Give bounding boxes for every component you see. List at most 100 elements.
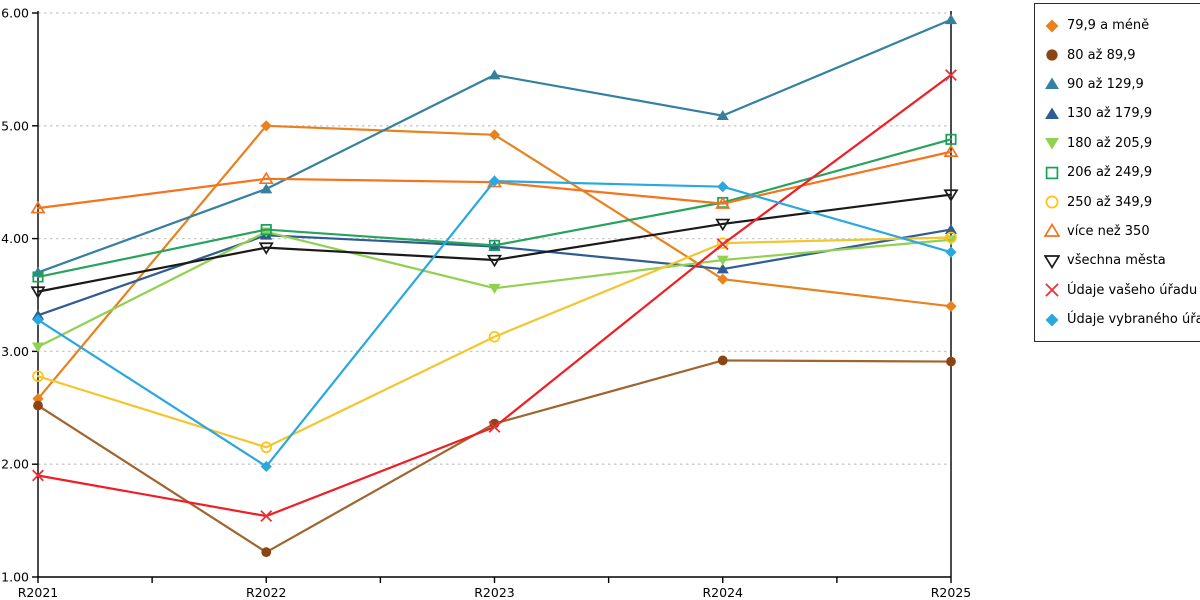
legend-item: 79,9 a méně [1044,11,1200,40]
series-line [36,138,953,279]
diamond-marker-icon [32,314,44,326]
series-3 [31,14,958,277]
circle-marker-icon [1045,195,1059,209]
series-10 [32,69,957,523]
square-marker-icon [260,224,272,236]
triangle-up-marker-icon [260,183,273,194]
y-tick-label: 1.00 [1,570,29,585]
triangle-up-marker-icon [488,69,501,80]
legend-diamond-icon [1045,313,1059,327]
triangle-up-marker-icon [1045,78,1059,90]
circle-marker-icon [488,330,501,343]
x-tick-label: R2024 [703,585,744,600]
triangle-down-marker-icon [486,254,503,268]
diamond-marker-icon [945,246,957,258]
x-marker-icon [32,469,44,482]
square-marker-icon [32,271,44,283]
triangle-up-marker-icon [715,196,731,209]
series-line [36,124,953,400]
circle-marker-icon [716,237,729,249]
series-2 [33,355,956,558]
triangle-down-marker-icon [488,283,501,294]
legend-item-label: Údaje vašeho úřadu [1067,282,1198,298]
triangle-down-marker-icon [716,255,729,266]
circle-marker-icon [1046,49,1058,61]
circle-marker-icon [717,355,728,366]
series-line [36,73,953,518]
circle-marker-icon [261,547,272,558]
square-marker-icon [488,239,501,251]
diamond-marker-icon [260,120,272,132]
triangle-up-marker-icon [716,110,729,121]
y-tick-label: 5.00 [1,118,29,133]
legend-item-label: všechna města [1067,253,1166,269]
x-marker-icon [945,69,957,81]
circle-marker-icon [946,356,956,367]
series-line [36,359,953,554]
diamond-marker-icon [717,273,729,285]
triangle-up-marker-icon [944,14,958,25]
legend-item: 180 až 205,9 [1044,129,1200,158]
triangle-down-marker-icon [1045,138,1059,150]
diamond-marker-icon [717,181,729,193]
triangle-up-marker-icon [943,144,959,157]
legend-item-label: 80 až 89,9 [1067,47,1136,63]
legend-item-label: 250 až 349,9 [1067,194,1153,210]
x-tick-label: R2022 [246,585,287,600]
triangle-down-marker-icon [31,342,45,353]
diamond-marker-icon [1045,19,1059,33]
series-7 [32,231,957,454]
legend-triangle-up-icon [1045,78,1059,90]
circle-marker-icon [945,231,957,244]
diamond-marker-icon [945,300,957,312]
legend-item-label: 180 až 205,9 [1067,135,1153,151]
square-marker-icon [945,133,957,145]
legend-item-label: 130 až 179,9 [1067,106,1153,122]
circle-marker-icon [33,400,43,411]
series-line [36,193,953,293]
x-marker-icon [488,421,501,433]
triangle-down-marker-icon [715,218,731,232]
x-marker-icon [716,238,729,251]
circle-marker-icon [32,370,44,382]
legend-item-label: Údaje vybraného úřadu [1067,312,1200,328]
series-5 [31,227,958,353]
triangle-down-marker-icon [258,242,274,255]
series-9 [30,189,959,299]
y-tick-label: 2.00 [1,457,29,472]
legend-triangle-up-icon [1044,223,1060,238]
legend-item-label: 206 až 249,9 [1067,165,1153,181]
triangle-up-marker-icon [1045,107,1059,119]
series-11 [32,175,957,473]
legend-circle-icon [1046,49,1058,61]
x-marker-icon [260,510,273,523]
legend-diamond-icon [1045,19,1059,33]
y-tick-label: 4.00 [1,231,29,246]
legend-x-icon [1045,283,1059,297]
diamond-marker-icon [488,175,501,187]
legend-square-icon [1045,166,1059,179]
legend-item: všechna města [1044,246,1200,275]
y-tick-label: 6.00 [1,6,29,21]
legend-item-label: více než 350 [1067,223,1150,239]
triangle-up-marker-icon [944,223,958,234]
triangle-down-marker-icon [1044,254,1060,269]
series-line [36,236,953,449]
x-tick-label: R2021 [18,585,59,600]
legend-item: Údaje vašeho úřadu [1044,276,1200,305]
legend-item: 80 až 89,9 [1044,40,1200,69]
legend-item: Údaje vybraného úřadu [1044,305,1200,334]
legend-item-label: 79,9 a méně [1067,18,1150,34]
triangle-up-marker-icon [258,171,274,185]
legend-item-label: 90 až 129,9 [1067,76,1144,92]
legend-triangle-down-icon [1044,254,1060,269]
triangle-down-marker-icon [30,286,46,299]
circle-marker-icon [260,441,273,454]
x-tick-label: R2023 [474,585,515,600]
x-tick-label: R2025 [931,585,972,600]
triangle-up-marker-icon [716,263,729,274]
square-marker-icon [1045,166,1059,179]
legend-item: více než 350 [1044,217,1200,246]
